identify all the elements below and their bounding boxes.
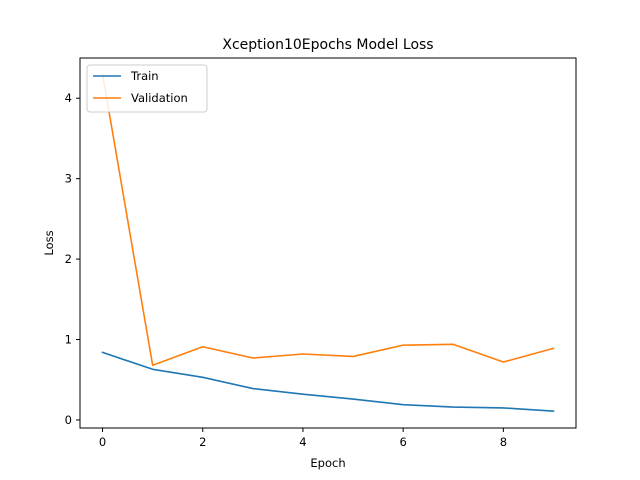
legend: Train Validation	[86, 64, 208, 113]
series-line-validation	[101, 73, 555, 367]
x-axis-ticks: 0 2 4 6 8	[99, 428, 507, 449]
y-tick-label: 1	[65, 333, 72, 347]
y-tick-label: 3	[65, 172, 72, 186]
legend-label-validation: Validation	[131, 91, 188, 105]
x-tick-label: 4	[299, 435, 306, 449]
y-tick-label: 4	[65, 91, 72, 105]
legend-label-train: Train	[130, 69, 159, 83]
y-axis-label: Loss	[42, 230, 56, 255]
x-tick-label: 6	[399, 435, 406, 449]
y-tick-label: 2	[65, 252, 72, 266]
series-line-train	[101, 351, 555, 412]
y-tick-label: 0	[65, 413, 72, 427]
x-tick-label: 2	[199, 435, 206, 449]
x-tick-label: 8	[500, 435, 507, 449]
y-axis-ticks: 0 1 2 3 4	[65, 91, 80, 427]
x-axis-label: Epoch	[310, 456, 345, 470]
plot-frame	[79, 57, 577, 429]
chart-title: Xception10Epochs Model Loss	[222, 37, 433, 53]
x-tick-label: 0	[99, 435, 106, 449]
plot-area	[101, 73, 555, 412]
